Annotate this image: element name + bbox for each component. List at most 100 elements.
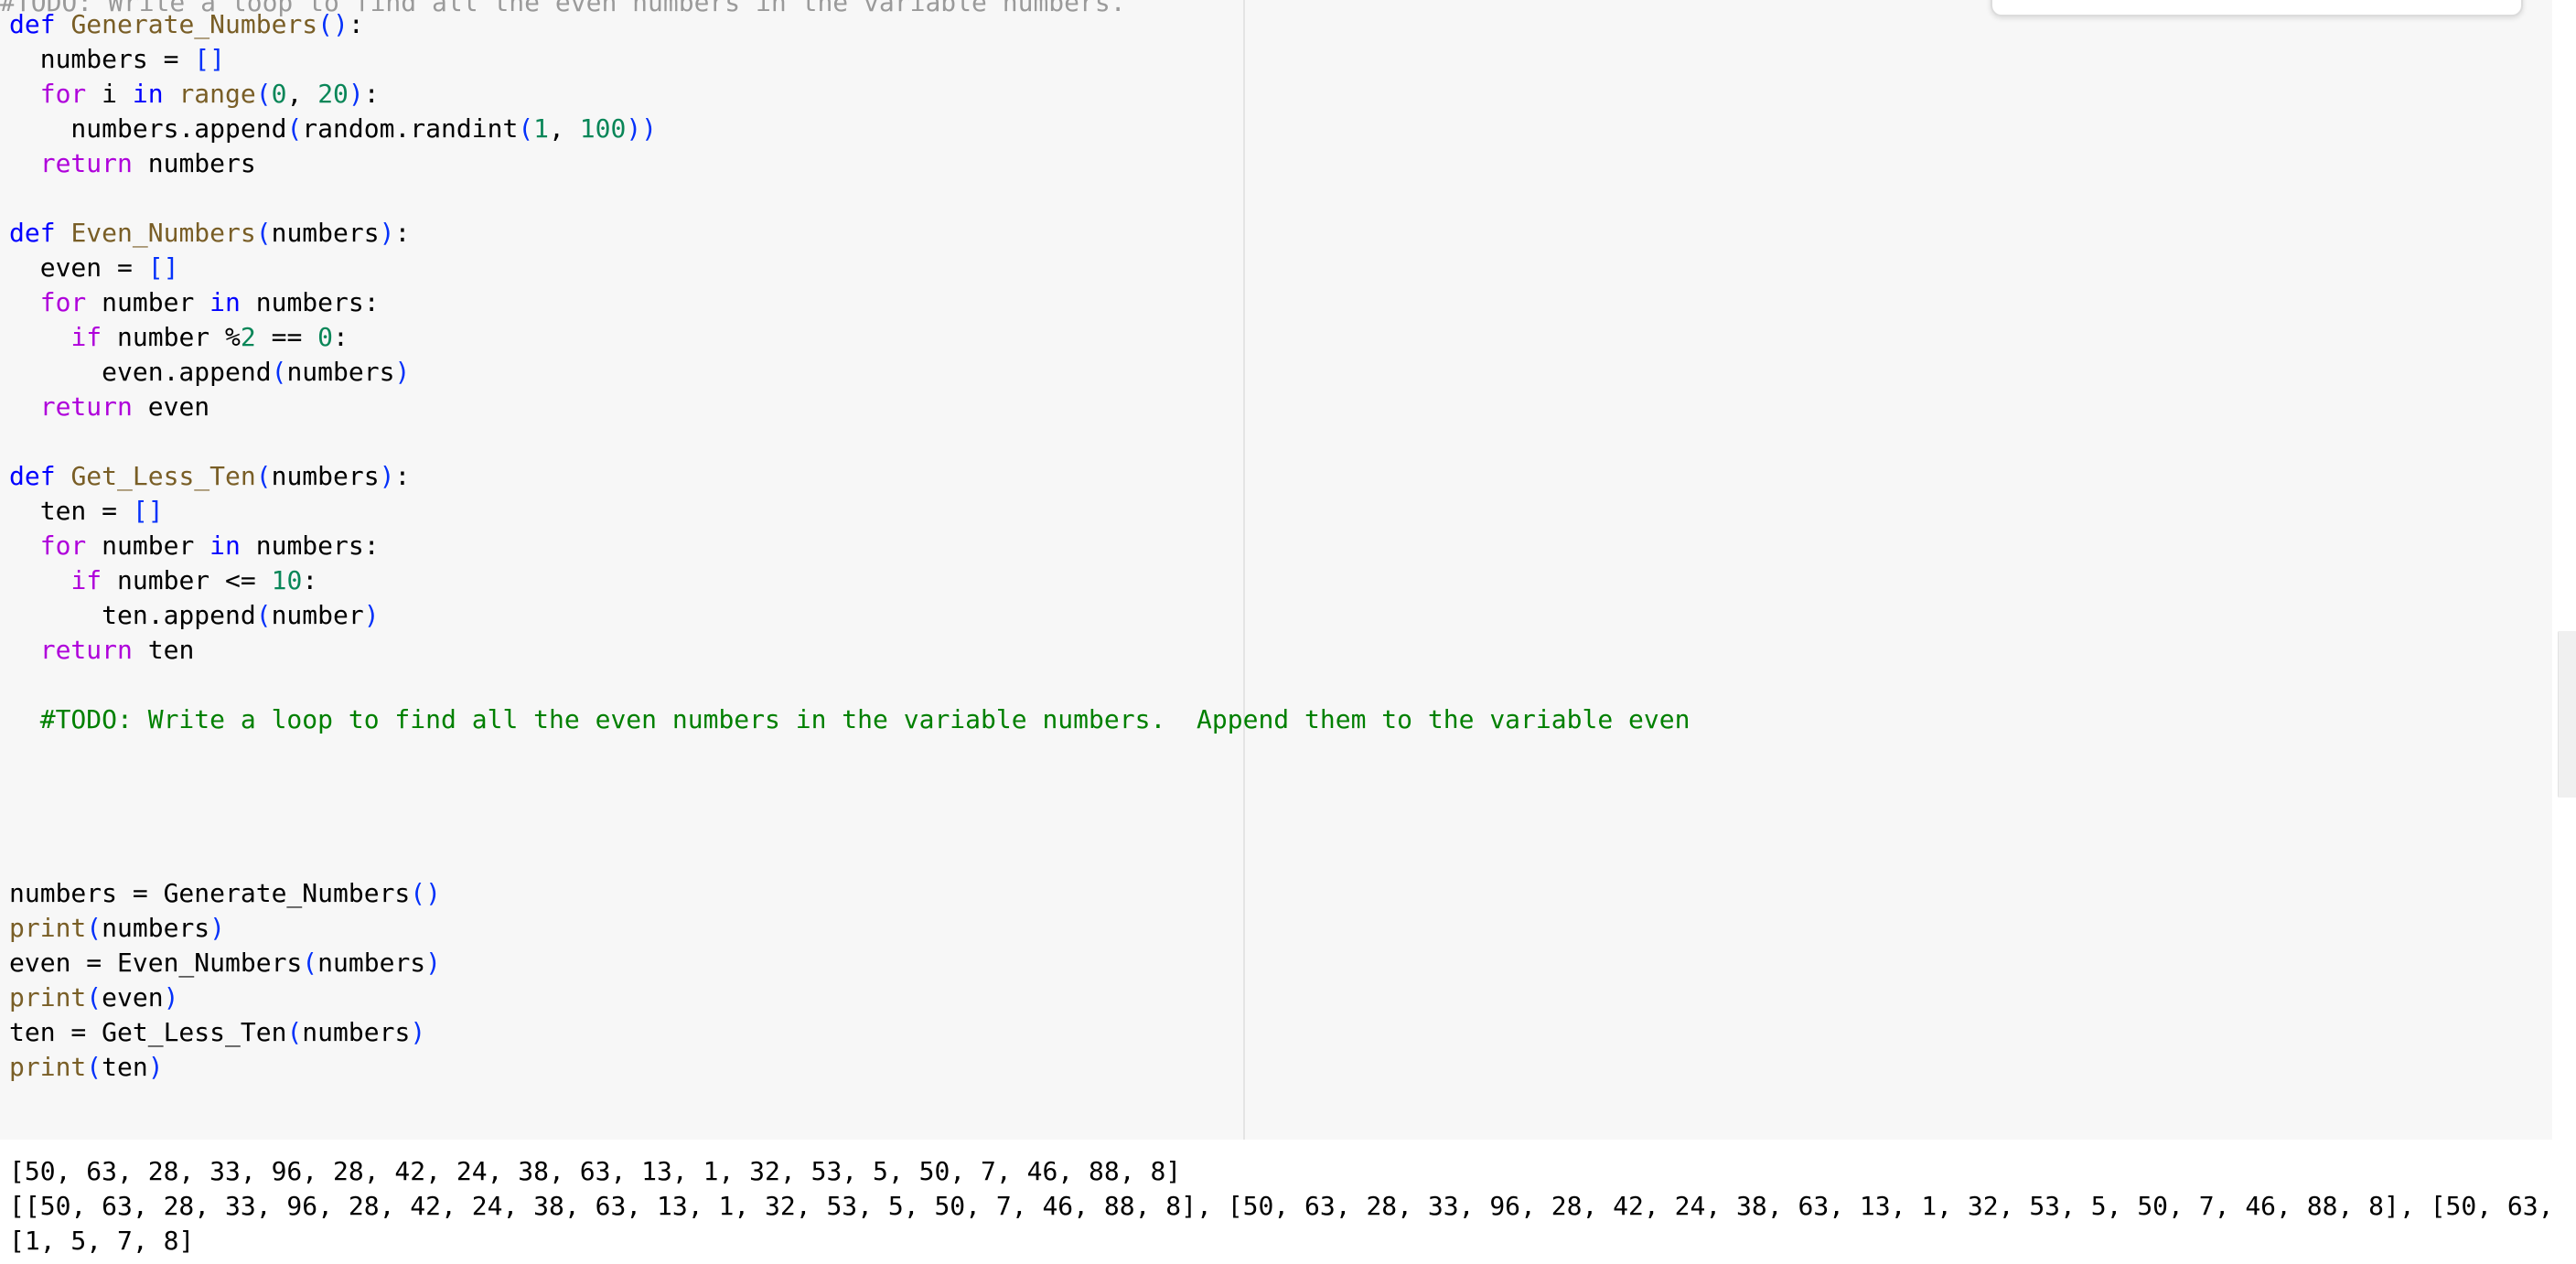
code-token (56, 218, 71, 248)
code-line: if number <= 10: (9, 563, 1690, 598)
code-line: ten = Get_Less_Ten(numbers) (9, 1015, 1690, 1050)
code-line: print(ten) (9, 1050, 1690, 1085)
code-token: ) (363, 600, 380, 630)
code-line (9, 424, 1690, 459)
code-token: : (394, 461, 411, 491)
code-token: ( (286, 1017, 303, 1047)
code-token: ( (255, 218, 272, 248)
code-token: numbers: (240, 287, 380, 317)
code-token: print (9, 913, 87, 943)
code-token: def (9, 461, 56, 491)
code-token: def (9, 218, 56, 248)
scrollbar-thumb[interactable] (2558, 631, 2576, 798)
code-line: even = [] (9, 251, 1690, 285)
code-token: ten.append (9, 600, 256, 630)
code-token (9, 391, 40, 422)
code-line (9, 841, 1690, 876)
code-token: for (39, 79, 87, 109)
code-token: ( (518, 113, 534, 144)
code-token: numbers = (9, 44, 195, 74)
code-line: numbers.append(random.randint(1, 100)) (9, 112, 1690, 146)
cell-output: [50, 63, 28, 33, 96, 28, 42, 24, 38, 63,… (0, 1140, 2552, 1264)
code-token: Generate_Numbers (70, 9, 318, 39)
code-line: return even (9, 390, 1690, 424)
code-token: : (302, 565, 318, 595)
code-line: #TODO: Write a loop to find all the even… (9, 702, 1690, 737)
code-token: numbers (286, 357, 395, 387)
code-token: return (39, 148, 133, 178)
code-token (9, 565, 70, 595)
code-line (9, 668, 1690, 702)
code-token: numbers: (240, 530, 380, 561)
code-token: : (363, 79, 380, 109)
code-token: in (132, 79, 164, 109)
code-line: def Even_Numbers(numbers): (9, 216, 1690, 251)
code-token: number (86, 530, 210, 561)
output-text: [50, 63, 28, 33, 96, 28, 42, 24, 38, 63,… (9, 1154, 2552, 1259)
code-token: 0 (317, 322, 334, 352)
code-token: return (39, 635, 133, 665)
code-token: ) (348, 79, 364, 109)
code-token: Get_Less_Ten (70, 461, 256, 491)
code-token: numbers (271, 461, 380, 491)
code-line: for number in numbers: (9, 529, 1690, 563)
code-token: even.append (9, 357, 272, 387)
code-token (56, 9, 71, 39)
code-token: : (394, 218, 411, 248)
code-token: [] (194, 44, 226, 74)
code-token: == (255, 322, 318, 352)
output-line: [50, 63, 28, 33, 96, 28, 42, 24, 38, 63,… (9, 1156, 1182, 1186)
code-line: even = Even_Numbers(numbers) (9, 946, 1690, 980)
code-token: 0 (271, 79, 287, 109)
code-token: even (132, 391, 210, 422)
code-line: if number %2 == 0: (9, 320, 1690, 355)
code-token: number % (102, 322, 241, 352)
code-line (9, 181, 1690, 216)
code-token: ( (286, 113, 303, 144)
clipped-top-line: #TODO: Write a loop to find all the even… (0, 0, 1126, 17)
code-line: ten = [] (9, 494, 1690, 529)
code-token: numbers.append (9, 113, 287, 144)
code-token: () (317, 9, 349, 39)
code-token: range (178, 79, 256, 109)
code-token: ) (425, 948, 442, 978)
code-token: 20 (317, 79, 349, 109)
code-line: def Get_Less_Ten(numbers): (9, 459, 1690, 494)
code-text[interactable]: def Generate_Numbers(): numbers = [] for… (9, 7, 1690, 1085)
code-token (164, 79, 179, 109)
code-token: even = (9, 252, 148, 283)
code-token: for (39, 530, 87, 561)
code-token: ( (86, 982, 102, 1012)
code-token: return (39, 391, 133, 422)
code-token: number <= (102, 565, 272, 595)
code-line: even.append(numbers) (9, 355, 1690, 390)
code-token: ) (394, 357, 411, 387)
code-token: numbers (132, 148, 256, 178)
code-token: ( (86, 1052, 102, 1082)
code-token: [] (147, 252, 179, 283)
code-token: Even_Numbers (70, 218, 256, 248)
code-token: ( (255, 79, 272, 109)
code-token (9, 79, 40, 109)
code-token: numbers (302, 1017, 411, 1047)
code-line (9, 807, 1690, 841)
code-line: return numbers (9, 146, 1690, 181)
code-token: if (70, 565, 102, 595)
code-token: : (348, 9, 364, 39)
cell-toolbar[interactable] (1991, 0, 2523, 16)
code-token: if (70, 322, 102, 352)
code-cell-editor[interactable]: #TODO: Write a loop to find all the even… (0, 0, 2552, 1140)
code-token: in (209, 530, 241, 561)
code-token: number (86, 287, 210, 317)
code-token: ten (132, 635, 195, 665)
code-token: numbers (271, 218, 380, 248)
code-token (9, 530, 40, 561)
code-line: return ten (9, 633, 1690, 668)
code-token: ) (379, 218, 395, 248)
code-token: 10 (271, 565, 303, 595)
code-token: ( (271, 357, 287, 387)
code-token (9, 322, 70, 352)
code-line (9, 772, 1690, 807)
code-line: print(even) (9, 980, 1690, 1015)
